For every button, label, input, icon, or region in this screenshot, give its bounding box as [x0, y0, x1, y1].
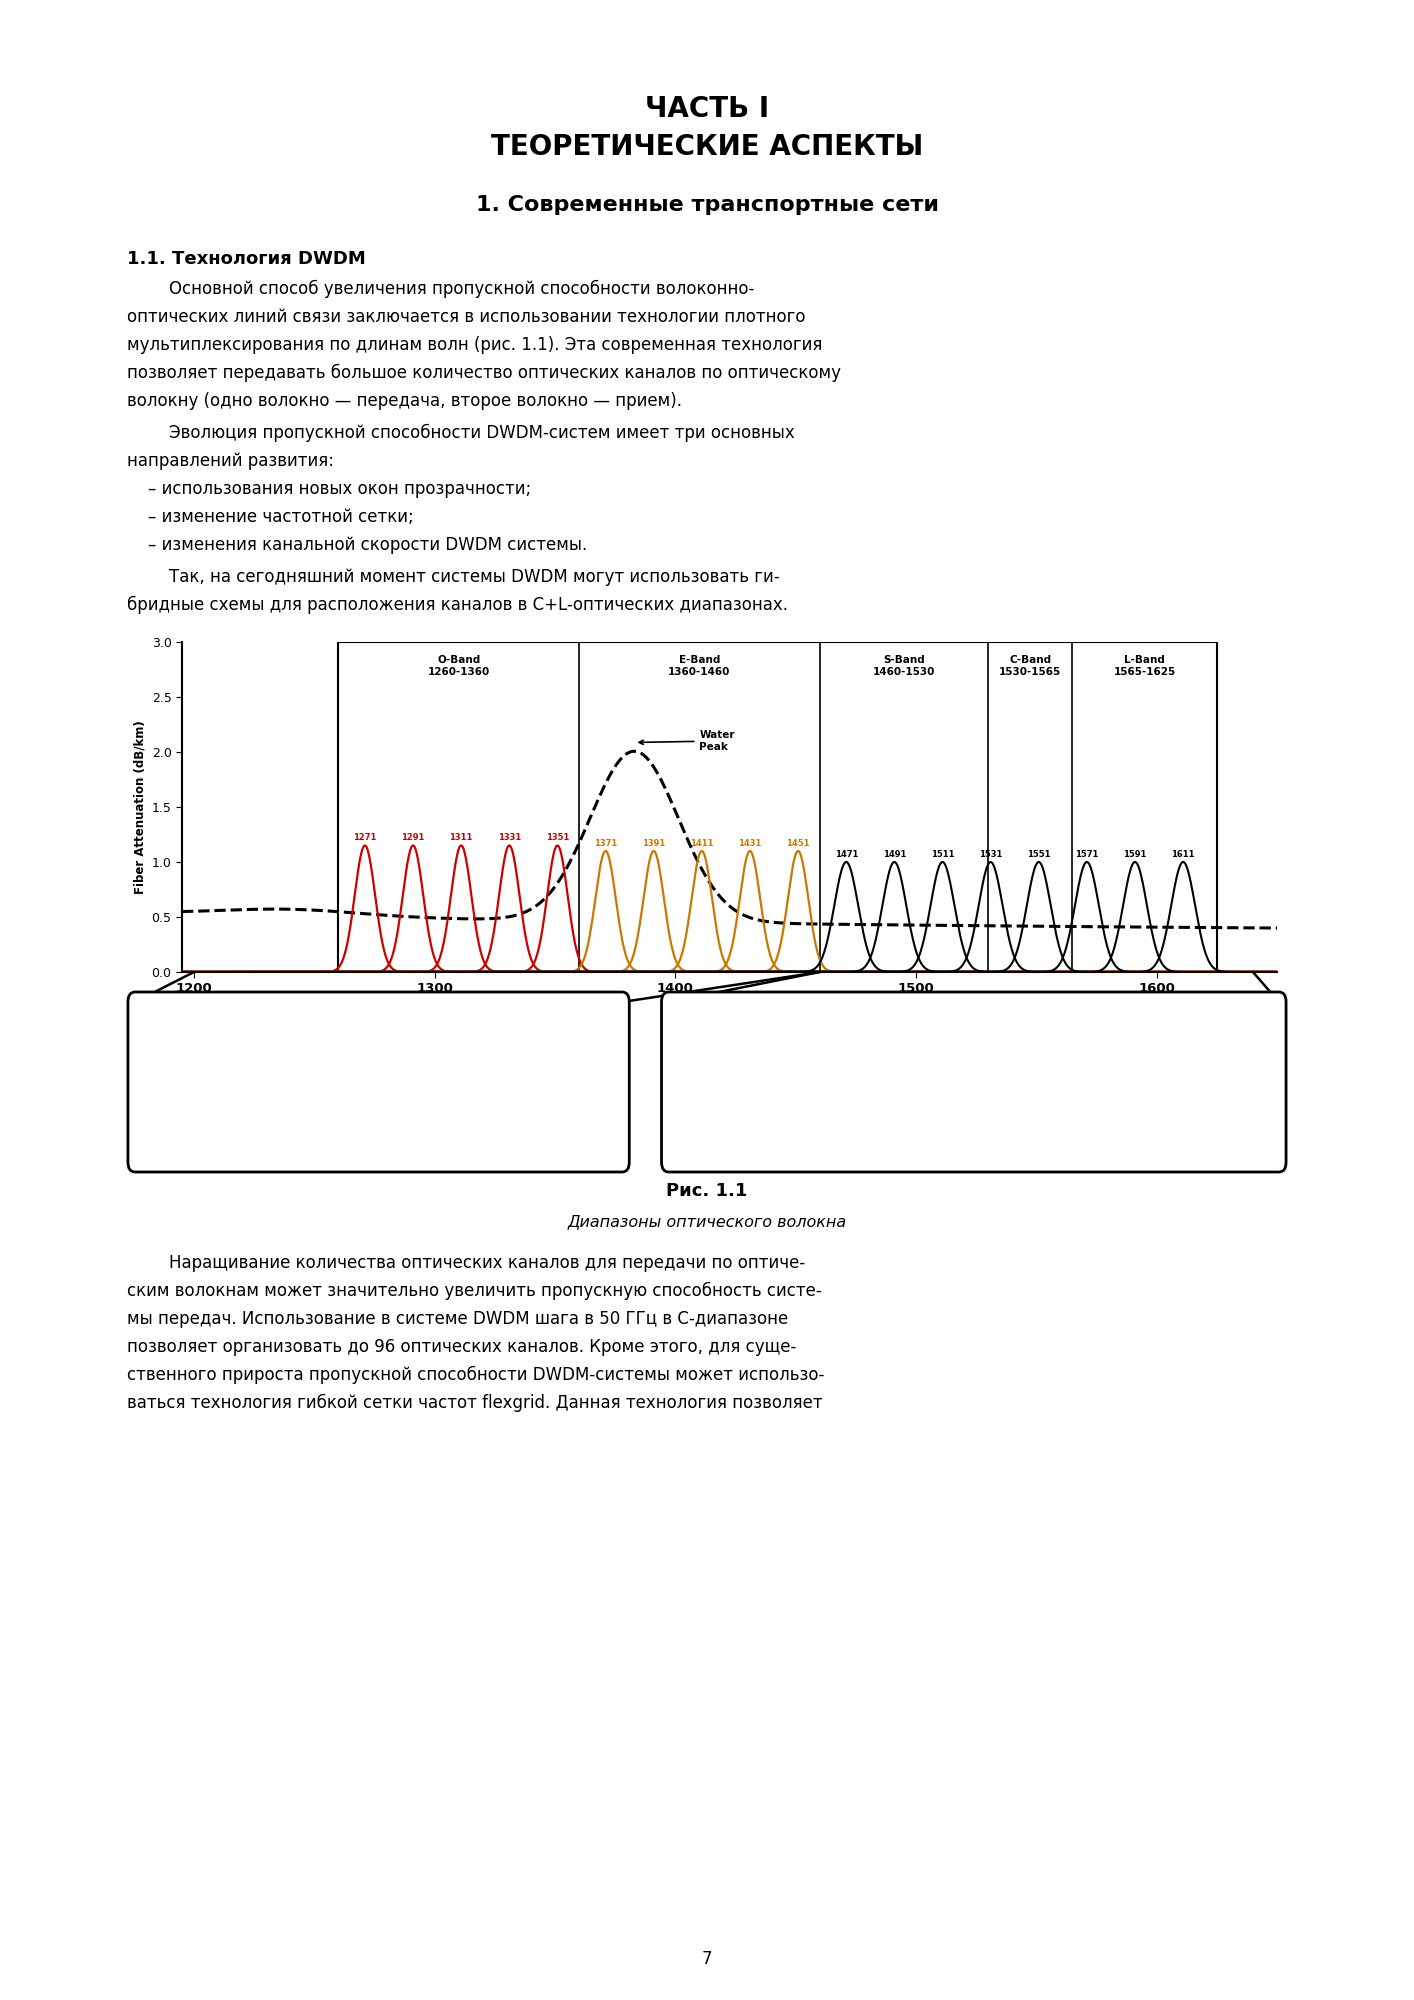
Text: – изменение частотной сетки;: – изменение частотной сетки;: [127, 508, 414, 526]
Text: 1411: 1411: [690, 838, 714, 848]
Text: 1391: 1391: [642, 838, 666, 848]
Text: E-Band
1360-1460: E-Band 1360-1460: [669, 656, 731, 676]
Text: 1271: 1271: [354, 834, 376, 842]
Text: 1371: 1371: [594, 838, 617, 848]
Text: 1291: 1291: [402, 834, 424, 842]
Text: 1451: 1451: [786, 838, 810, 848]
Text: Water
Peak: Water Peak: [639, 730, 735, 752]
Text: 1471: 1471: [834, 850, 858, 858]
Text: оптических линий связи заключается в использовании технологии плотного: оптических линий связи заключается в исп…: [127, 308, 806, 326]
Text: 1571: 1571: [1075, 850, 1099, 858]
Text: LcWDM™ Wavelengths
(8 wavelengths): LcWDM™ Wavelengths (8 wavelengths): [298, 1014, 458, 1042]
Text: Диапазоны оптического волокна: Диапазоны оптического волокна: [567, 1214, 847, 1228]
Text: бридные схемы для расположения каналов в С+L-оптических диапазонах.: бридные схемы для расположения каналов в…: [127, 596, 788, 614]
Text: 1531: 1531: [978, 850, 1003, 858]
Text: мы передач. Использование в системе DWDM шага в 50 ГГц в С-диапазоне: мы передач. Использование в системе DWDM…: [127, 1310, 788, 1328]
Text: ТЕОРЕТИЧЕСКИЕ АСПЕКТЫ: ТЕОРЕТИЧЕСКИЕ АСПЕКТЫ: [491, 132, 923, 162]
Text: Рис. 1.1: Рис. 1.1: [666, 1182, 748, 1200]
Text: ваться технология гибкой сетки частот flexgrid. Данная технология позволяет: ваться технология гибкой сетки частот fl…: [127, 1394, 823, 1412]
Text: ственного прироста пропускной способности DWDM-системы может использо-: ственного прироста пропускной способност…: [127, 1366, 824, 1384]
Text: 1551: 1551: [1027, 850, 1051, 858]
Text: – изменения канальной скорости DWDM системы.: – изменения канальной скорости DWDM сист…: [127, 536, 587, 554]
Text: ITU DWDM™ Wavelengths
(channels 20 throught 59): ITU DWDM™ Wavelengths (channels 20 throu…: [882, 1014, 1066, 1042]
Text: волокну (одно волокно — передача, второе волокно — прием).: волокну (одно волокно — передача, второе…: [127, 392, 682, 410]
Text: 1351: 1351: [546, 834, 568, 842]
Text: ским волокнам может значительно увеличить пропускную способность систе-: ским волокнам может значительно увеличит…: [127, 1282, 822, 1300]
Text: позволяет передавать большое количество оптических каналов по оптическому: позволяет передавать большое количество …: [127, 364, 841, 382]
Text: мультиплексирования по длинам волн (рис. 1.1). Эта современная технология: мультиплексирования по длинам волн (рис.…: [127, 336, 823, 354]
Text: 1591: 1591: [1123, 850, 1147, 858]
Text: L-Band
1565-1625: L-Band 1565-1625: [1113, 656, 1176, 676]
Text: 1511: 1511: [930, 850, 954, 858]
Text: O-Band
1260-1360: O-Band 1260-1360: [427, 656, 489, 676]
Text: направлений развития:: направлений развития:: [127, 452, 334, 470]
Text: ЧАСТЬ I: ЧАСТЬ I: [645, 94, 769, 124]
Text: 1311: 1311: [450, 834, 472, 842]
Y-axis label: Fiber Attenuation (dB/km): Fiber Attenuation (dB/km): [133, 720, 146, 894]
Text: – использования новых окон прозрачности;: – использования новых окон прозрачности;: [127, 480, 532, 498]
Text: S-Band
1460-1530: S-Band 1460-1530: [872, 656, 935, 676]
Text: 1.1. Технология DWDM: 1.1. Технология DWDM: [127, 250, 366, 268]
Text: 1491: 1491: [882, 850, 906, 858]
Text: C-Band
1530-1565: C-Band 1530-1565: [1000, 656, 1062, 676]
Text: 1. Современные транспортные сети: 1. Современные транспортные сети: [475, 196, 939, 214]
Text: 1431: 1431: [738, 838, 762, 848]
Text: позволяет организовать до 96 оптических каналов. Кроме этого, для суще-: позволяет организовать до 96 оптических …: [127, 1338, 796, 1356]
Text: Эволюция пропускной способности DWDM-систем имеет три основных: Эволюция пропускной способности DWDM-сис…: [127, 424, 795, 442]
Text: 1611: 1611: [1171, 850, 1195, 858]
Text: 1331: 1331: [498, 834, 520, 842]
Text: 7: 7: [701, 1950, 713, 1968]
Text: Так, на сегодняшний момент системы DWDM могут использовать ги-: Так, на сегодняшний момент системы DWDM …: [127, 568, 779, 586]
Text: Основной способ увеличения пропускной способности волоконно-: Основной способ увеличения пропускной сп…: [127, 280, 755, 298]
Text: Наращивание количества оптических каналов для передачи по оптиче-: Наращивание количества оптических канало…: [127, 1254, 805, 1272]
